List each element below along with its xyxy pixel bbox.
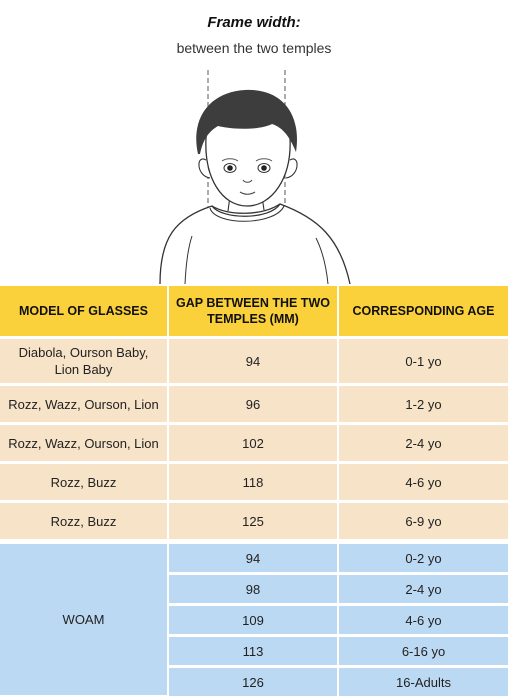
cell-age: 0-1 yo xyxy=(338,337,508,386)
cell-gap: 109 xyxy=(168,604,339,637)
cell-gap: 94 xyxy=(168,544,339,575)
cell-gap: 118 xyxy=(168,462,339,503)
cell-age: 16-Adults xyxy=(338,666,508,696)
table-row: 113 6-16 yo xyxy=(0,635,508,668)
cell-age: 6-9 yo xyxy=(338,501,508,542)
table-row: Rozz, Wazz, Ourson, Lion 102 2-4 yo xyxy=(0,423,508,464)
cell-age: 1-2 yo xyxy=(338,384,508,425)
woam-table: WOAM 94 0-2 yo 98 2-4 yo 109 4-6 yo 113 … xyxy=(0,544,508,698)
cell-gap: 126 xyxy=(168,666,339,696)
cell-gap: 96 xyxy=(168,384,339,425)
cell-age: 2-4 yo xyxy=(338,573,508,606)
header-model: MODEL OF GLASSES xyxy=(0,286,169,339)
cell-gap: 102 xyxy=(168,423,339,464)
table-row: 109 4-6 yo xyxy=(0,604,508,637)
header-age: CORRESPONDING AGE xyxy=(338,286,508,339)
table-header-row: MODEL OF GLASSES GAP BETWEEN THE TWO TEM… xyxy=(0,286,508,339)
table-row: Rozz, Buzz 118 4-6 yo xyxy=(0,462,508,503)
cell-gap: 113 xyxy=(168,635,339,668)
cell-model: Diabola, Ourson Baby, Lion Baby xyxy=(0,337,169,386)
cell-model: Rozz, Wazz, Ourson, Lion xyxy=(0,384,169,425)
cell-model-woam: WOAM xyxy=(0,544,169,698)
cell-gap: 98 xyxy=(168,573,339,606)
cell-gap: 94 xyxy=(168,337,339,386)
cell-model: Rozz, Buzz xyxy=(0,501,169,542)
child-illustration xyxy=(159,70,351,285)
table-row: WOAM 94 0-2 yo xyxy=(0,544,508,698)
cell-age: 4-6 yo xyxy=(338,462,508,503)
page-title: Frame width: xyxy=(207,14,301,31)
page-subtitle: between the two temples xyxy=(176,40,332,56)
cell-gap: 125 xyxy=(168,501,339,542)
header-gap: GAP BETWEEN THE TWO TEMPLES (MM) xyxy=(168,286,339,339)
cell-age: 6-16 yo xyxy=(338,635,508,668)
cell-age: 0-2 yo xyxy=(338,544,508,575)
table-row: Rozz, Buzz 125 6-9 yo xyxy=(0,501,508,542)
cell-model: Rozz, Buzz xyxy=(0,462,169,503)
cell-age: 4-6 yo xyxy=(338,604,508,637)
table-row: Rozz, Wazz, Ourson, Lion 96 1-2 yo xyxy=(0,384,508,425)
cell-age: 2-4 yo xyxy=(338,423,508,464)
table-row: Diabola, Ourson Baby, Lion Baby 94 0-1 y… xyxy=(0,337,508,386)
table-row: 98 2-4 yo xyxy=(0,573,508,606)
cell-model: Rozz, Wazz, Ourson, Lion xyxy=(0,423,169,464)
sizes-table: MODEL OF GLASSES GAP BETWEEN THE TWO TEM… xyxy=(0,286,508,542)
table-row: 126 16-Adults xyxy=(0,666,508,696)
